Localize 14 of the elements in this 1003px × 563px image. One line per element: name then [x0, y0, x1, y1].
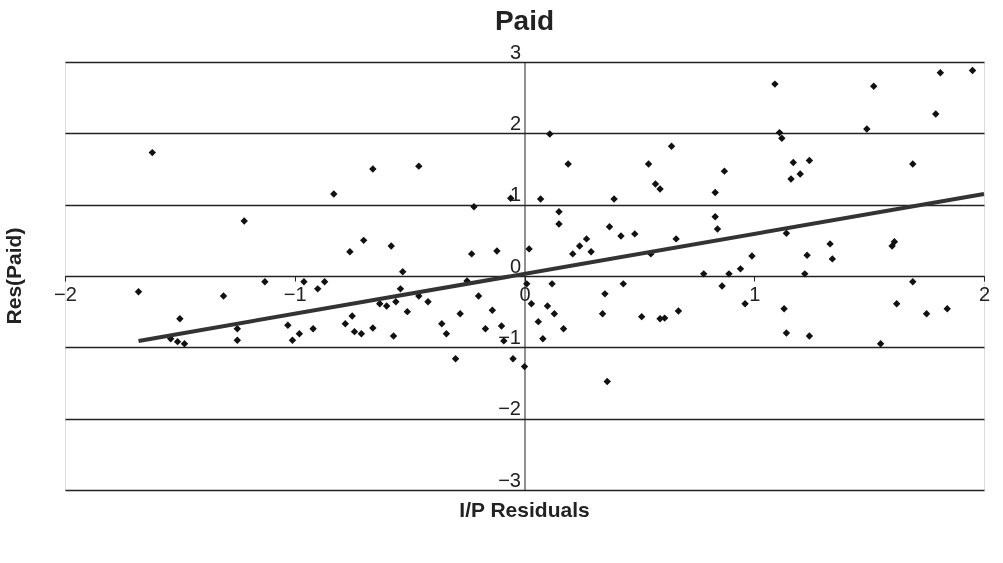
y-axis-title: Res(Paid): [2, 227, 25, 325]
x-tick-label: −2: [54, 282, 77, 305]
x-tick-label: −1: [283, 282, 307, 305]
x-axis-title: I/P Residuals: [459, 498, 590, 521]
chart-title: Paid: [494, 5, 555, 36]
y-tick-label: 0: [509, 254, 521, 277]
y-tick-label: 2: [509, 111, 521, 134]
y-tick-label: −3: [498, 468, 521, 491]
y-tick-label: 3: [509, 40, 521, 63]
y-tick-label: 1: [509, 183, 521, 206]
x-tick-label: 1: [749, 282, 761, 305]
y-tick-label: −1: [498, 325, 521, 348]
y-tick-label: −2: [498, 397, 521, 420]
x-tick-label: 2: [978, 282, 991, 305]
